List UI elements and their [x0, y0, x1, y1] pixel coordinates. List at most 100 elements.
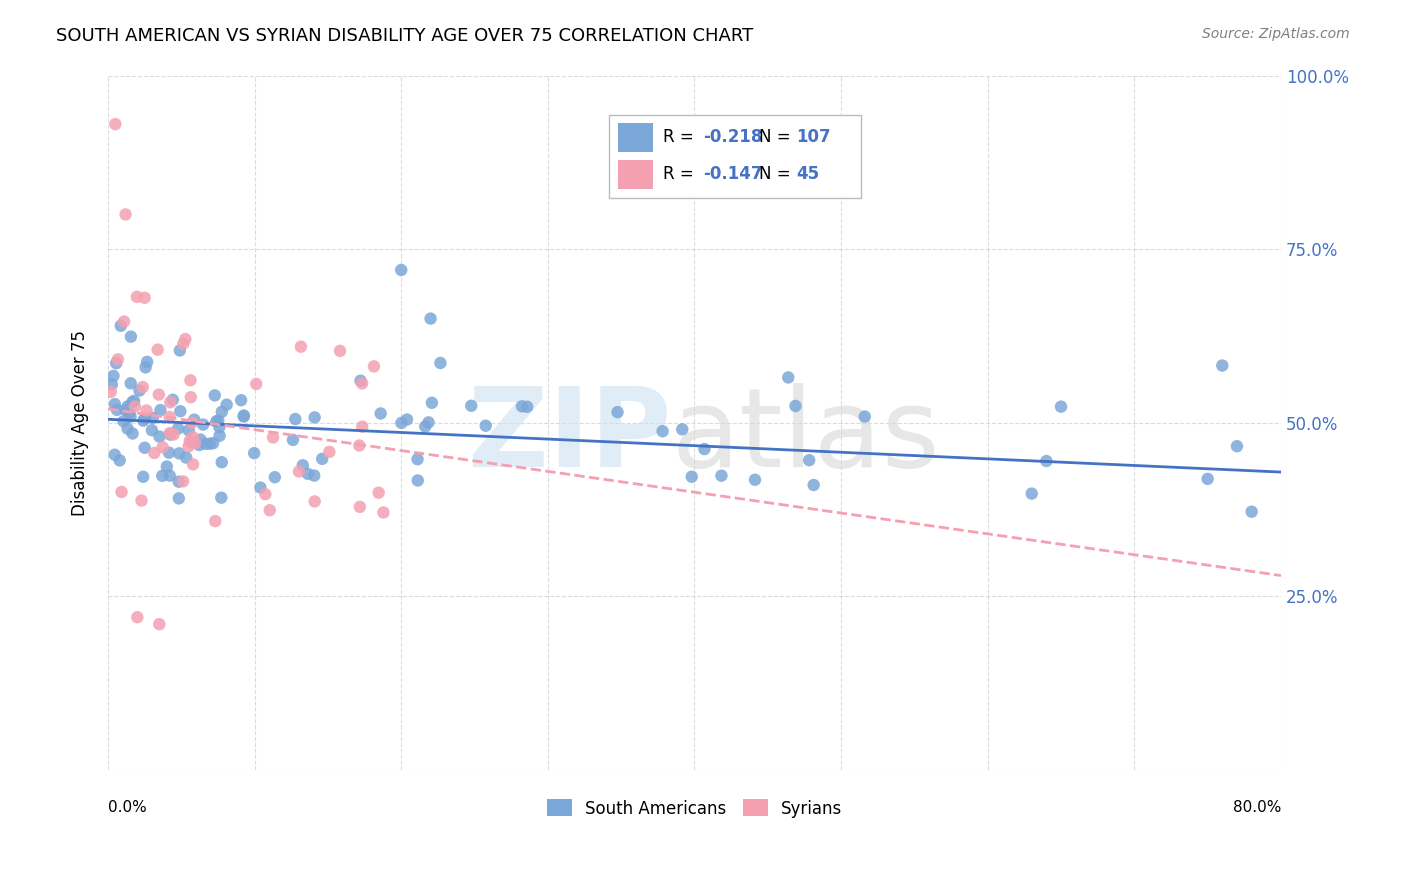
Point [516, 400, 538, 414]
Point [651, 424, 673, 438]
Point [710, 468, 733, 483]
Text: R =: R = [662, 165, 699, 183]
Point [121, 395, 143, 409]
Point [474, 418, 496, 433]
Point [117, 421, 139, 435]
Point [291, 458, 314, 473]
Point [169, 404, 191, 418]
Point [259, 503, 281, 517]
Legend: South Americans, Syrians: South Americans, Syrians [540, 793, 849, 824]
Point [180, 390, 202, 404]
Text: ZIP: ZIP [468, 384, 671, 490]
Point [180, 435, 202, 450]
Point [146, 343, 169, 357]
Point [349, 438, 371, 452]
Point [136, 355, 159, 369]
Text: 80.0%: 80.0% [1233, 799, 1281, 814]
Point [132, 469, 155, 483]
Point [281, 433, 304, 447]
Point [254, 487, 277, 501]
Point [1197, 472, 1219, 486]
Point [125, 290, 148, 304]
Point [112, 414, 135, 428]
Point [179, 373, 201, 387]
Point [406, 452, 429, 467]
Point [373, 506, 395, 520]
Point [204, 514, 226, 528]
Text: -0.218: -0.218 [703, 128, 762, 146]
Point [105, 402, 128, 417]
Point [108, 453, 131, 467]
Point [118, 407, 141, 421]
Text: 0.0%: 0.0% [108, 799, 146, 814]
Point [128, 384, 150, 398]
Point [104, 448, 127, 462]
Point [284, 412, 307, 426]
Point [215, 398, 238, 412]
Point [209, 491, 232, 505]
Point [232, 409, 254, 423]
Point [370, 407, 392, 421]
Point [135, 403, 157, 417]
Point [198, 436, 221, 450]
Point [1050, 400, 1073, 414]
Point [148, 617, 170, 632]
Point [134, 441, 156, 455]
Point [304, 410, 326, 425]
Point [204, 388, 226, 402]
Point [149, 403, 172, 417]
Point [395, 412, 418, 426]
Point [290, 340, 312, 354]
Point [311, 451, 333, 466]
Point [304, 494, 326, 508]
Point [183, 412, 205, 426]
Point [406, 474, 429, 488]
Point [693, 442, 716, 456]
Point [132, 380, 155, 394]
Point [367, 485, 389, 500]
Point [184, 435, 207, 450]
Point [318, 445, 340, 459]
Point [205, 415, 228, 429]
Point [172, 336, 194, 351]
Point [1035, 454, 1057, 468]
Point [167, 446, 190, 460]
Point [418, 416, 440, 430]
Point [671, 422, 693, 436]
Point [181, 430, 204, 444]
Point [141, 423, 163, 437]
Point [117, 400, 139, 414]
Point [112, 314, 135, 328]
Point [232, 409, 254, 424]
Point [207, 413, 229, 427]
Text: 45: 45 [797, 165, 820, 183]
Text: Source: ZipAtlas.com: Source: ZipAtlas.com [1202, 27, 1350, 41]
Point [803, 478, 825, 492]
Point [363, 359, 385, 374]
Point [177, 439, 200, 453]
Point [114, 207, 136, 221]
Point [245, 376, 267, 391]
Point [302, 468, 325, 483]
Point [211, 405, 233, 419]
Point [297, 467, 319, 481]
Point [167, 491, 190, 506]
Point [419, 311, 441, 326]
Point [785, 399, 807, 413]
Point [159, 427, 181, 442]
Point [420, 396, 443, 410]
Point [181, 416, 204, 430]
Point [329, 343, 352, 358]
Point [352, 419, 374, 434]
Point [208, 428, 231, 442]
Point [159, 468, 181, 483]
Point [1211, 359, 1233, 373]
Point [110, 318, 132, 333]
FancyBboxPatch shape [619, 123, 654, 152]
Point [389, 263, 412, 277]
Point [1226, 439, 1249, 453]
Point [104, 117, 127, 131]
Point [177, 423, 200, 437]
Point [120, 409, 142, 424]
Point [142, 411, 165, 425]
